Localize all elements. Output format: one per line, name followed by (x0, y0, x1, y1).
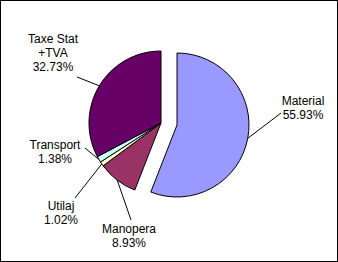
svg-text:Utilaj1.02%: Utilaj1.02% (44, 199, 78, 227)
svg-text:Transport1.38%: Transport1.38% (30, 138, 82, 166)
svg-text:Material55.93%: Material55.93% (282, 94, 325, 122)
svg-text:Taxe Stat+TVA32.73%: Taxe Stat+TVA32.73% (28, 32, 79, 74)
svg-text:Manopera8.93%: Manopera8.93% (102, 222, 156, 250)
